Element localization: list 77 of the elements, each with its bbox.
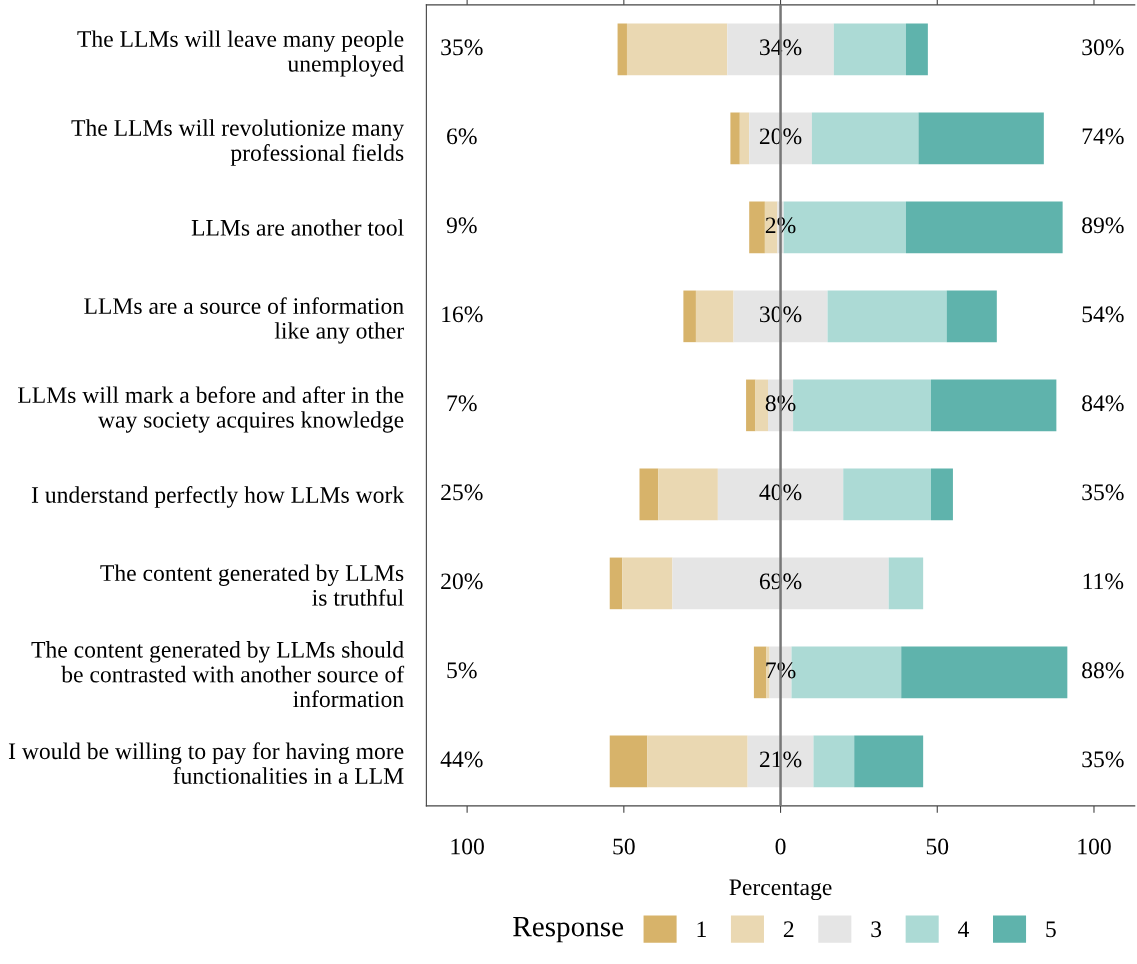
bar bbox=[639, 468, 659, 521]
bar bbox=[753, 646, 767, 699]
y-tick-label: The LLMs will leave many people unemployed bbox=[77, 30, 404, 77]
bar bbox=[683, 290, 696, 343]
annotation: 9% bbox=[446, 217, 477, 234]
y-tick-label: The content generated by LLMs is truthful bbox=[100, 564, 404, 606]
y-tick-label: LLMs will mark a before and after in the way society acquires knowledge bbox=[18, 386, 404, 433]
bar bbox=[695, 290, 734, 343]
bar bbox=[905, 201, 1063, 254]
bar bbox=[918, 112, 1044, 165]
bar bbox=[658, 468, 718, 521]
bar bbox=[730, 112, 740, 165]
annotation: 44% bbox=[440, 751, 483, 768]
annotation: 54% bbox=[1082, 306, 1124, 323]
x-tick-label: 100 bbox=[1078, 838, 1111, 855]
data-label: 2% bbox=[765, 217, 796, 234]
bar bbox=[739, 112, 750, 165]
bar bbox=[626, 23, 728, 76]
bar bbox=[717, 468, 844, 521]
bar bbox=[733, 290, 828, 343]
x-tick-label: 100 bbox=[451, 838, 484, 855]
bar bbox=[901, 646, 1068, 699]
bar bbox=[833, 23, 906, 76]
bar bbox=[749, 201, 765, 254]
bar bbox=[609, 735, 648, 788]
data-label: 34% bbox=[760, 39, 802, 56]
data-label: 21% bbox=[759, 751, 802, 768]
x-axis-title: Percentage bbox=[729, 879, 832, 901]
data-label: 7% bbox=[766, 662, 796, 679]
legend-label: 5 bbox=[1046, 921, 1056, 938]
bar bbox=[843, 468, 931, 521]
y-tick-label: I understand perfectly how LLMs work bbox=[31, 486, 405, 508]
bar bbox=[647, 735, 748, 788]
x-tick-label: 50 bbox=[613, 838, 635, 855]
legend-label: 2 bbox=[783, 921, 794, 937]
bar bbox=[746, 379, 756, 432]
legend-label: 1 bbox=[697, 921, 706, 937]
annotation: 35% bbox=[1082, 751, 1124, 768]
bar bbox=[617, 23, 627, 76]
y-tick-label: The content generated by LLMs should be contrasted with another source of information bbox=[31, 641, 405, 708]
bar bbox=[811, 112, 919, 165]
annotation: 16% bbox=[442, 306, 483, 323]
bar bbox=[827, 290, 947, 343]
bar bbox=[905, 23, 928, 76]
bar bbox=[727, 23, 834, 76]
annotation: 6% bbox=[447, 128, 477, 145]
bar bbox=[609, 557, 623, 610]
bar bbox=[931, 468, 953, 521]
y-tick-label: The LLMs will revolutionize many professional fields bbox=[71, 119, 405, 166]
y-tick-label: LLMs are another tool bbox=[191, 219, 404, 236]
y-tick-label: I would be willing to pay for having more functionalities in a LLM bbox=[8, 742, 404, 784]
legend-label: 3 bbox=[871, 921, 882, 938]
annotation: 35% bbox=[1082, 484, 1124, 501]
bar bbox=[946, 290, 997, 343]
annotation: 25% bbox=[441, 484, 483, 501]
annotation: 5% bbox=[447, 662, 477, 679]
bar bbox=[854, 735, 924, 788]
annotation: 74% bbox=[1082, 128, 1124, 145]
x-tick-label: 0 bbox=[775, 838, 786, 855]
annotation: 89% bbox=[1082, 217, 1124, 234]
annotation: 35% bbox=[441, 39, 483, 56]
x-tick-label: 50 bbox=[926, 838, 949, 855]
data-label: 8% bbox=[765, 395, 796, 412]
annotation: 88% bbox=[1082, 662, 1124, 679]
annotation: 20% bbox=[441, 573, 483, 590]
y-tick-label: LLMs are a source of information like any other bbox=[84, 297, 404, 344]
bar bbox=[931, 379, 1057, 432]
annotation: 84% bbox=[1082, 395, 1124, 412]
bar bbox=[888, 557, 924, 610]
annotation: 30% bbox=[1082, 39, 1124, 56]
bar bbox=[622, 557, 673, 610]
annotation: 11% bbox=[1083, 573, 1124, 590]
bar bbox=[672, 557, 889, 610]
annotation: 7% bbox=[447, 395, 477, 412]
legend-title: Response bbox=[513, 917, 624, 943]
bar bbox=[813, 735, 855, 788]
legend-label: 4 bbox=[958, 921, 970, 937]
